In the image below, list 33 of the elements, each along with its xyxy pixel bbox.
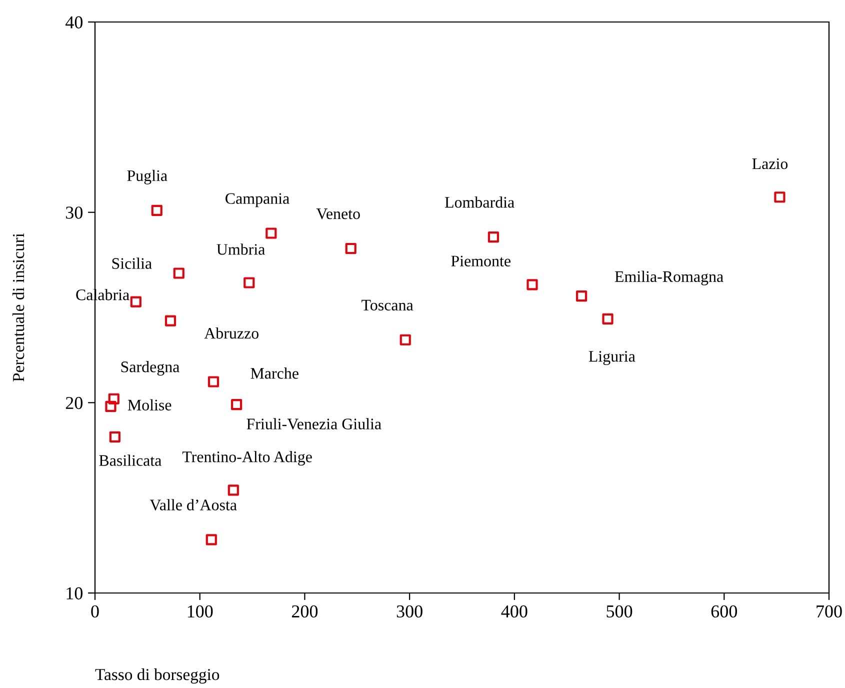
annotation: Trentino-Alto Adige [182,451,312,466]
x-axis-title: Tasso di borseggio [95,668,220,684]
x-tick-label: 200 [292,605,318,618]
x-tick-label: 400 [501,605,528,618]
x-tick-label: 500 [606,605,632,618]
annotation: Lazio [752,158,788,170]
x-tick-label: 300 [396,605,422,618]
x-tick-label: 0 [91,605,99,618]
y-tick-label: 20 [66,396,83,410]
annotation: Marche [250,368,298,379]
annotation: Sicilia [112,258,152,269]
annotation: Sardegna [121,361,180,376]
y-tick-label: 10 [66,587,83,600]
annotation: Toscana [362,300,414,311]
annotation: Molise [128,399,172,410]
annotation: Friuli-Venezia Giulia [246,418,382,430]
annotation: Liguria [588,351,636,366]
annotation: Umbria [216,244,265,255]
annotation: Campania [226,193,290,208]
annotation: Veneto [316,208,360,220]
x-tick-label: 100 [188,605,213,618]
annotation: Piemonte [451,256,510,266]
y-axis-title: Percentuale di insicuri [12,233,24,382]
annotation: Basilicata [99,454,162,466]
y-tick-label: 30 [66,206,83,219]
y-tick-label: 40 [65,16,83,28]
annotation: Lombardia [444,196,514,208]
annotation: Emilia-Romagna [614,270,724,286]
annotation: Puglia [127,170,168,184]
annotation: Valle d’Aosta [150,499,237,510]
x-tick-label: 700 [816,605,842,618]
x-tick-label: 600 [711,605,737,618]
annotation: Abruzzo [204,327,258,339]
